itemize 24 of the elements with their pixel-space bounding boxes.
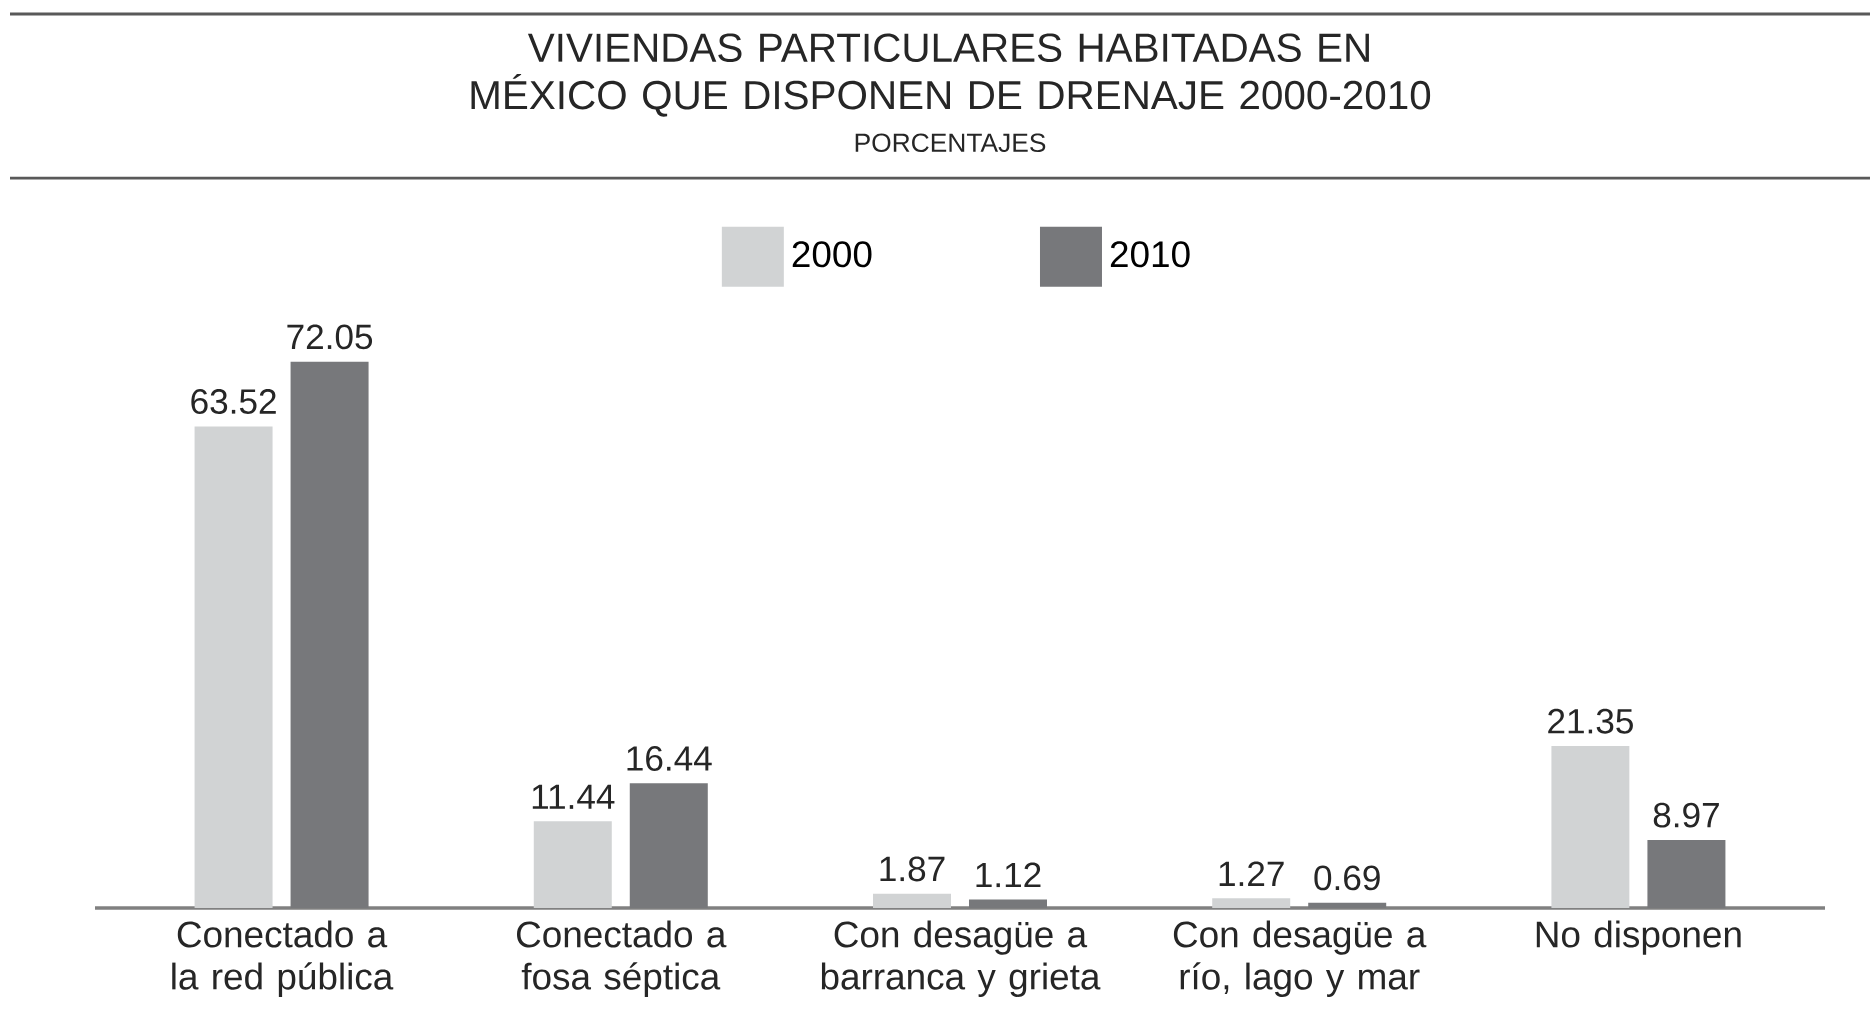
x-tick-label: Conectado a la red pública [172,920,394,997]
x-tick-label: Conectado a fosa séptica [517,920,727,997]
bar [194,426,273,908]
data-label: 1.12 [976,862,1041,888]
x-tick-label: No disponen [1536,920,1741,955]
data-label: 8.97 [1653,802,1719,828]
bar [873,893,951,908]
data-label: 16.44 [627,746,712,771]
data-label: 1.87 [880,856,945,882]
chart-subtitle: PORCENTAJES [855,133,1046,153]
data-label: 63.52 [191,389,276,414]
x-tick-label: Con desagüe a barranca y grieta [821,920,1101,997]
x-tick-label: Con desagüe a río, lago y mar [1173,920,1427,997]
bar [533,821,612,908]
data-label: 21.35 [1548,708,1633,734]
data-label: 0.69 [1314,865,1380,891]
legend-label: 2010 [1110,241,1190,268]
data-label: 11.44 [532,784,615,809]
chart-title: VIVIENDAS PARTICULARES HABITADAS EN MÉXICO QUE DISPONEN DE DRENAJE 2000-2010 [471,33,1431,117]
bar [1551,746,1630,908]
data-label: 1.27 [1219,861,1284,886]
bar [1212,898,1291,908]
data-label: 72.05 [287,324,373,350]
legend-label: 2000 [792,241,872,268]
